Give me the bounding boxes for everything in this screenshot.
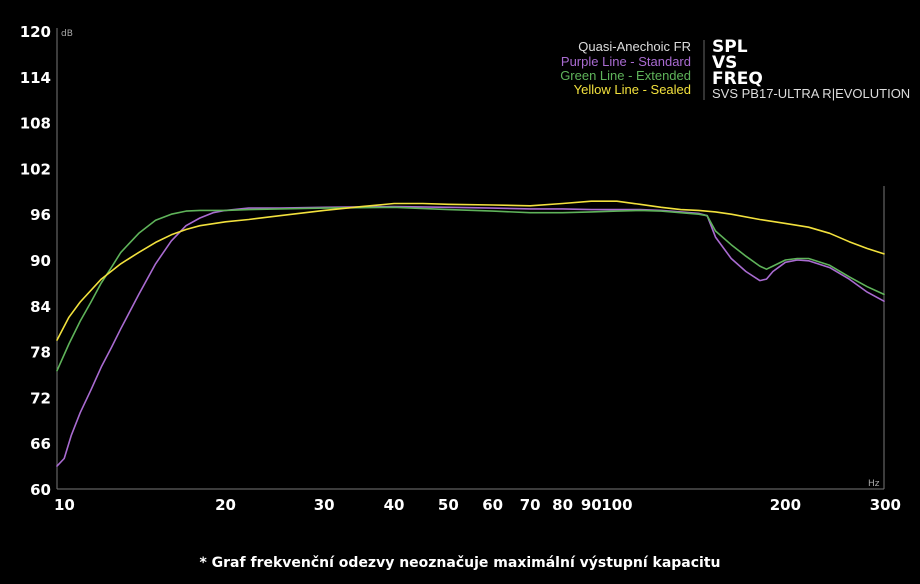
x-tick-label: 70 xyxy=(520,496,541,514)
series-line-sealed xyxy=(56,200,885,341)
x-tick-label: 100 xyxy=(601,496,632,514)
x-tick-label: 80 xyxy=(552,496,573,514)
x-tick-label: 90 xyxy=(581,496,602,514)
chart-title: SPL VS FREQ SVS PB17-ULTRA R|EVOLUTION xyxy=(712,37,910,101)
y-tick-label: 96 xyxy=(30,206,51,224)
axes xyxy=(56,28,885,490)
x-tick-label: 200 xyxy=(770,496,801,514)
x-tick-label: 60 xyxy=(482,496,503,514)
title-line-2: VS xyxy=(712,53,737,73)
y-tick-label: 72 xyxy=(30,389,51,407)
y-tick-label: 66 xyxy=(30,435,51,453)
x-tick-label: 40 xyxy=(384,496,405,514)
y-tick-label: 90 xyxy=(30,252,51,270)
y-tick-label: 120 xyxy=(20,23,51,41)
x-tick-label: 50 xyxy=(438,496,459,514)
y-tick-label: 60 xyxy=(30,481,51,499)
x-tick-label: 300 xyxy=(870,496,901,514)
x-tick-label: 10 xyxy=(54,496,75,514)
y-axis-ticks: 60 66 72 78 84 90 96 102 108 114 120 xyxy=(20,23,51,499)
x-tick-label: 20 xyxy=(215,496,236,514)
title-line-3: FREQ xyxy=(712,69,763,89)
y-tick-label: 102 xyxy=(20,160,51,178)
series-line-extended xyxy=(56,206,885,372)
legend-item-green: Green Line - Extended xyxy=(560,68,691,83)
y-tick-label: 84 xyxy=(30,298,51,316)
x-unit-label: Hz xyxy=(868,479,880,489)
x-tick-label: 30 xyxy=(314,496,335,514)
series-line-standard xyxy=(56,205,885,467)
legend-item-yellow: Yellow Line - Sealed xyxy=(574,82,691,97)
y-tick-label: 78 xyxy=(30,344,51,362)
y-unit-label: dB xyxy=(61,29,73,39)
model-subtitle: SVS PB17-ULTRA R|EVOLUTION xyxy=(712,86,910,101)
title-line-1: SPL xyxy=(712,37,748,57)
x-axis-ticks: 10 20 30 40 50 60 70 80 90 100 200 300 xyxy=(54,496,901,514)
y-tick-label: 114 xyxy=(20,69,51,87)
legend-heading: Quasi-Anechoic FR xyxy=(578,39,691,54)
series-lines xyxy=(56,200,885,467)
legend: Quasi-Anechoic FR Purple Line - Standard… xyxy=(560,39,705,100)
legend-item-purple: Purple Line - Standard xyxy=(561,54,691,69)
y-tick-label: 108 xyxy=(20,115,51,133)
footnote: * Graf frekvenční odezvy neoznačuje maxi… xyxy=(199,555,721,571)
